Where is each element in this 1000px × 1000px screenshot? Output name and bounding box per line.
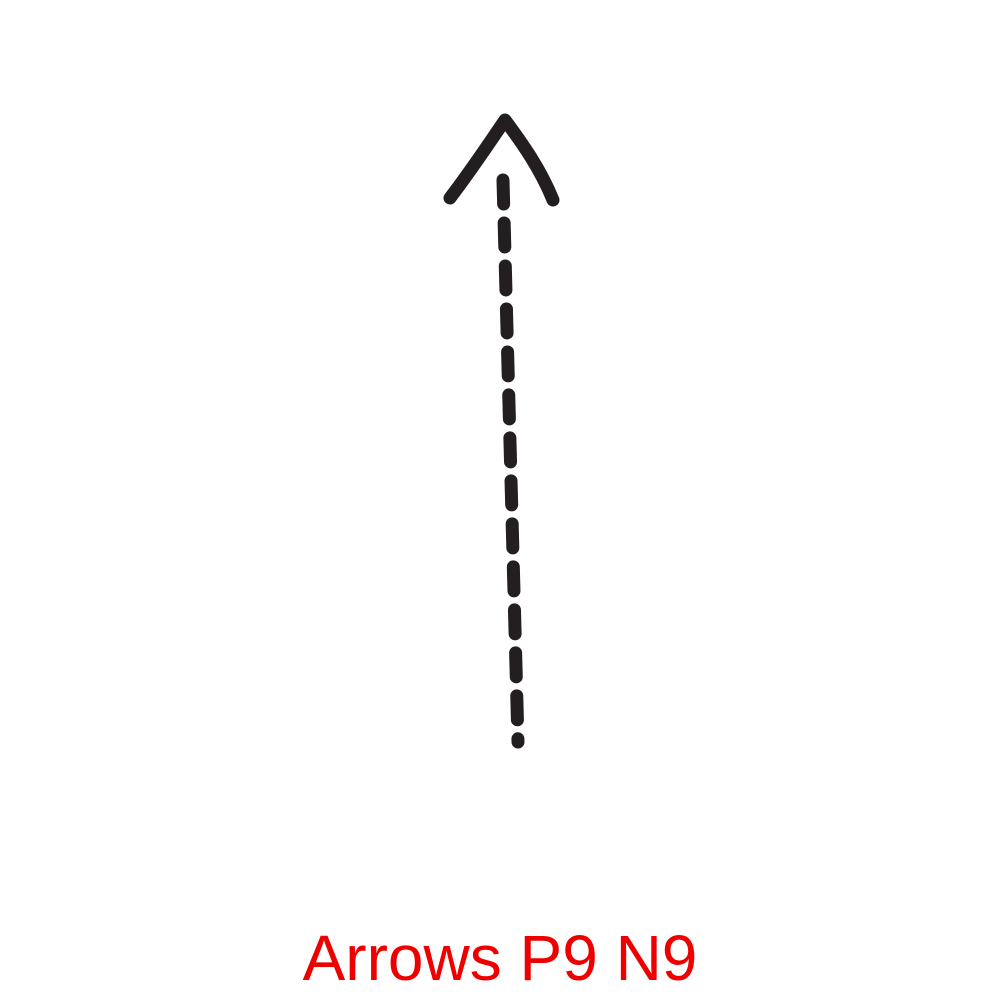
arrow-head (443, 113, 560, 207)
dashed-up-arrow-icon (443, 113, 560, 749)
caption: Arrows P9 N9 (302, 922, 698, 994)
arrow-dashed-shaft (496, 173, 525, 749)
